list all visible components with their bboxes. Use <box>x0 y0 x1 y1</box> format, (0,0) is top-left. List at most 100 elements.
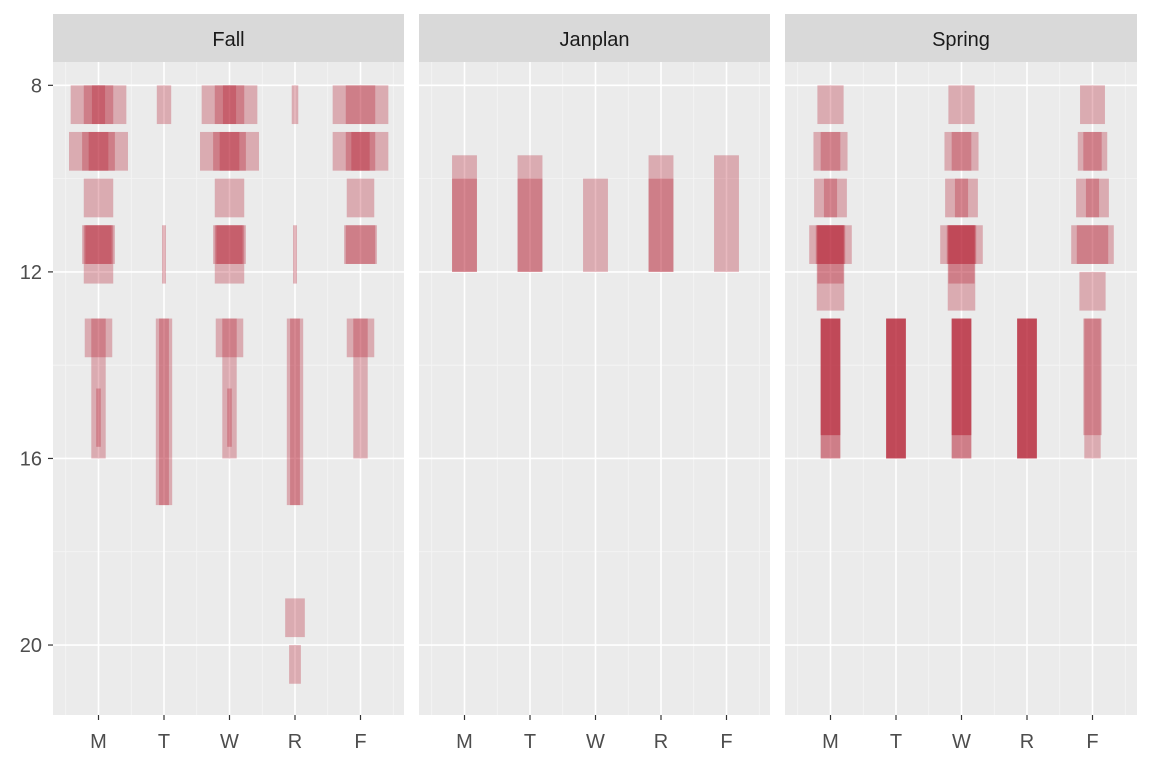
facet-strip-label: Spring <box>932 29 990 51</box>
schedule-block <box>219 131 240 171</box>
schedule-block <box>1079 271 1106 311</box>
schedule-block <box>155 318 173 506</box>
schedule-block <box>583 178 608 272</box>
schedule-block <box>946 225 977 264</box>
schedule-block <box>951 131 972 171</box>
schedule-block <box>945 178 978 218</box>
schedule-block <box>820 318 841 436</box>
x-tick-label: R <box>1020 731 1034 753</box>
schedule-block <box>886 318 906 459</box>
schedule-block <box>1083 318 1102 436</box>
schedule-block <box>1085 178 1100 218</box>
schedule-block <box>1077 131 1108 171</box>
schedule-block <box>346 318 375 358</box>
y-axis: 8 12 16 20 <box>20 75 53 657</box>
schedule-block <box>213 225 246 264</box>
schedule-block <box>216 225 243 264</box>
schedule-block <box>332 85 389 125</box>
schedule-block <box>1017 318 1037 459</box>
schedule-block <box>91 318 106 459</box>
schedule-block <box>951 318 972 436</box>
schedule-block <box>201 85 258 125</box>
schedule-block <box>517 155 543 272</box>
schedule-block <box>345 131 376 171</box>
schedule-block <box>948 85 975 125</box>
schedule-block <box>96 388 101 447</box>
schedule-block <box>823 178 838 218</box>
schedule-block <box>814 178 847 218</box>
panel-background <box>419 62 770 715</box>
schedule-block <box>816 225 845 311</box>
schedule-block <box>817 225 844 284</box>
schedule-block <box>951 318 972 459</box>
schedule-block <box>951 318 972 459</box>
x-tick-label: M <box>822 731 839 753</box>
schedule-block <box>82 225 115 264</box>
schedule-block <box>1017 318 1037 459</box>
schedule-block <box>951 318 972 436</box>
schedule-block <box>353 318 368 459</box>
schedule-block <box>648 178 674 272</box>
schedule-block <box>940 225 983 264</box>
x-tick-label: M <box>90 731 107 753</box>
schedule-block <box>948 225 975 284</box>
schedule-block <box>91 85 106 125</box>
schedule-block <box>285 598 305 638</box>
schedule-block <box>820 131 841 171</box>
schedule-block <box>809 225 852 264</box>
schedule-block <box>815 225 846 264</box>
x-tick-label: R <box>654 731 668 753</box>
schedule-block <box>215 318 244 358</box>
schedule-block <box>286 318 304 506</box>
schedule-block <box>83 225 114 284</box>
schedule-block <box>332 131 389 171</box>
schedule-block <box>222 85 237 125</box>
schedule-block <box>820 318 841 436</box>
facet-strip <box>419 14 770 62</box>
x-tick-label: W <box>220 731 239 753</box>
schedule-block <box>886 318 906 459</box>
schedule-block <box>820 318 841 459</box>
schedule-block <box>813 131 848 171</box>
x-tick-label: W <box>952 731 971 753</box>
panel-background <box>53 62 404 715</box>
schedule-block <box>83 85 114 125</box>
facet-panel-spring: Spring M T W R F <box>785 14 1137 753</box>
schedule-block <box>947 225 976 311</box>
schedule-block <box>452 155 477 272</box>
schedule-block <box>817 85 844 125</box>
schedule-block <box>222 318 237 459</box>
schedule-block <box>214 178 245 218</box>
schedule-block <box>214 85 245 125</box>
schedule-block <box>156 85 172 125</box>
schedule-block <box>944 131 979 171</box>
schedule-block <box>85 225 112 264</box>
schedule-block <box>1017 318 1037 459</box>
schedule-block <box>88 131 109 171</box>
schedule-block <box>69 131 128 171</box>
y-tick-label: 8 <box>31 75 42 97</box>
facet-strip <box>53 14 404 62</box>
schedule-block <box>1071 225 1114 264</box>
schedule-block <box>213 131 246 171</box>
schedule-block <box>517 178 543 272</box>
schedule-block <box>1080 85 1105 125</box>
schedule-block <box>83 178 114 218</box>
schedule-block <box>351 131 370 171</box>
schedule-block <box>346 178 375 218</box>
facet-strip <box>785 14 1137 62</box>
facet-panels: Fall M T W R F Janplan M T W R F Spring M T W R F <box>53 14 1137 753</box>
schedule-block <box>290 318 300 506</box>
x-tick-label: W <box>586 731 605 753</box>
schedule-block <box>162 225 166 284</box>
schedule-block <box>1084 318 1101 459</box>
x-tick-label: M <box>456 731 473 753</box>
x-tick-label: R <box>288 731 302 753</box>
x-tick-label: T <box>158 731 170 753</box>
schedule-block <box>70 85 127 125</box>
schedule-block <box>954 178 969 218</box>
schedule-block <box>886 318 906 459</box>
x-tick-label: T <box>890 731 902 753</box>
schedule-block <box>344 225 377 264</box>
x-tick-label: F <box>354 731 366 753</box>
